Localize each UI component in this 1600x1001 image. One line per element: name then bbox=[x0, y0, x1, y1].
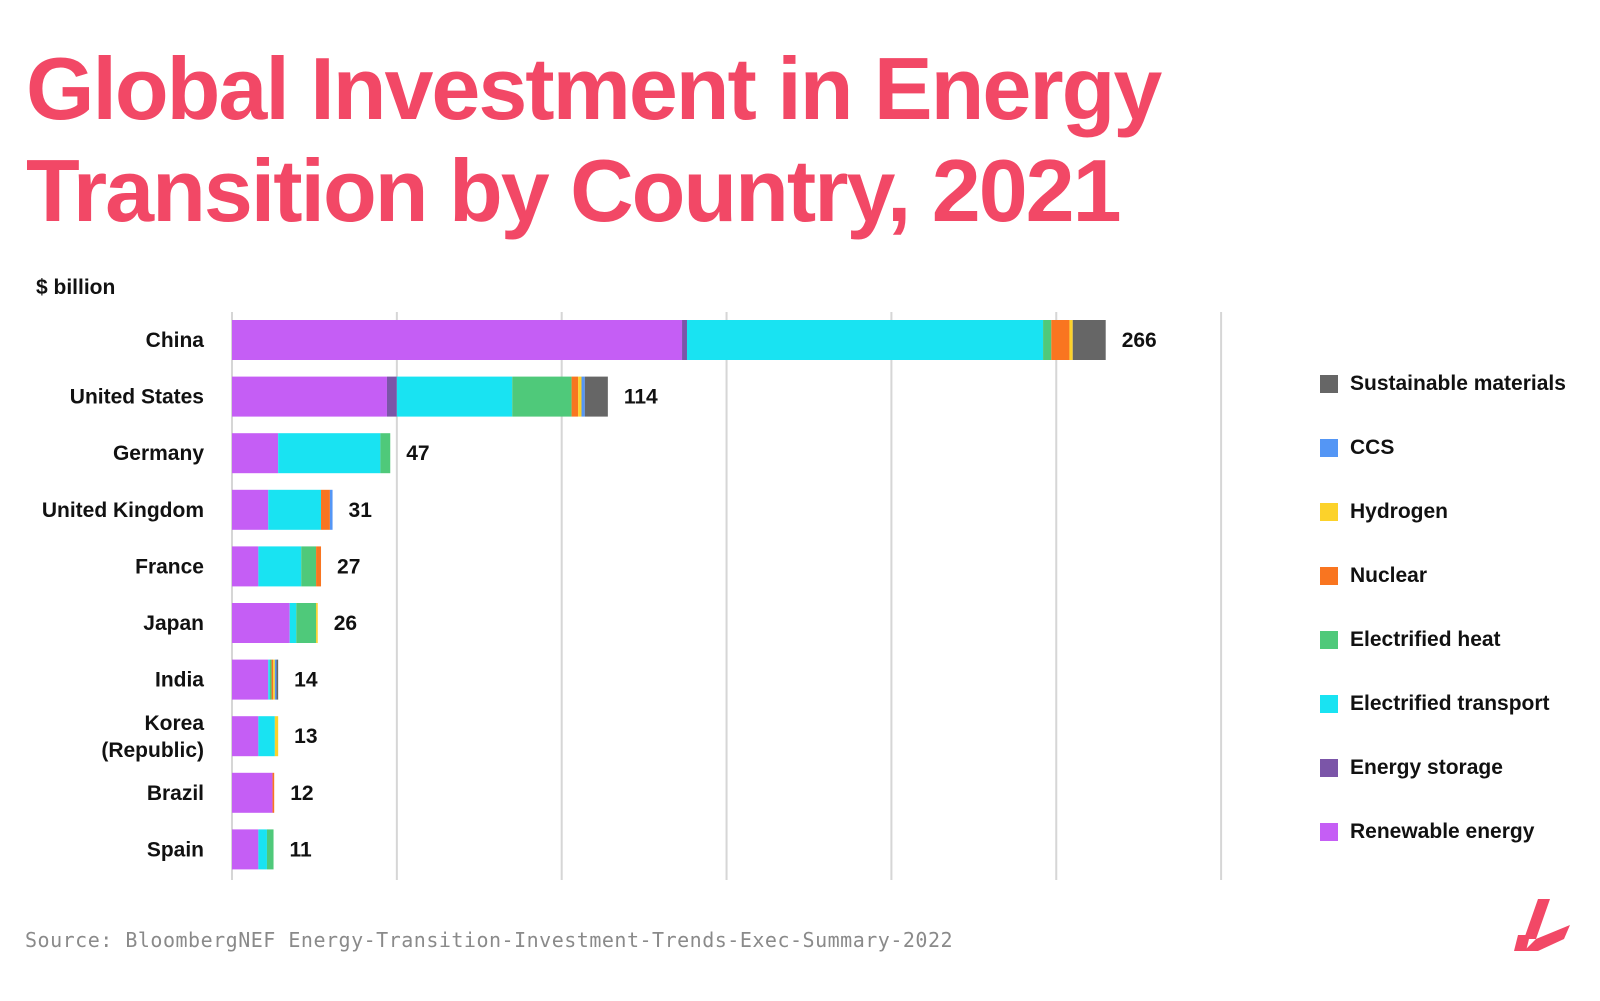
bar-segment bbox=[584, 376, 608, 417]
bar-segment bbox=[274, 659, 277, 700]
legend-item: Electrified transport bbox=[1320, 672, 1595, 736]
bar-segment bbox=[571, 376, 579, 417]
legend: Sustainable materials CCS Hydrogen Nuclear E… bbox=[1320, 352, 1595, 864]
bar-segment bbox=[232, 829, 259, 870]
bars bbox=[232, 320, 1106, 870]
bar-segment bbox=[278, 433, 381, 474]
bar-segment bbox=[380, 433, 391, 474]
bar-segment bbox=[258, 829, 267, 870]
category-label: India bbox=[155, 669, 204, 692]
legend-swatch bbox=[1320, 759, 1338, 777]
bar-segment bbox=[258, 716, 275, 757]
legend-swatch bbox=[1320, 375, 1338, 393]
value-label: 14 bbox=[294, 669, 318, 692]
bar-segment bbox=[316, 546, 322, 587]
category-label: France bbox=[135, 555, 204, 578]
total-value-labels: 266 114 47 31 27 26 14 13 12 11 bbox=[290, 329, 1157, 861]
stacked-bar-chart: China United States Germany United Kingdom F… bbox=[42, 312, 1223, 880]
value-label: 26 bbox=[334, 612, 357, 635]
bar-segment bbox=[296, 603, 317, 643]
bar-segment bbox=[512, 376, 572, 417]
bar-segment bbox=[578, 376, 582, 417]
bar-segment bbox=[232, 716, 259, 757]
bar-segment bbox=[232, 772, 273, 813]
legend-label: Electrified transport bbox=[1350, 692, 1550, 715]
legend-swatch bbox=[1320, 695, 1338, 713]
bar-segment bbox=[396, 376, 513, 417]
bar-segment bbox=[232, 546, 259, 587]
value-label: 12 bbox=[290, 782, 313, 805]
bar-segment bbox=[1069, 320, 1073, 360]
category-label: Brazil bbox=[147, 782, 204, 805]
legend-swatch bbox=[1320, 823, 1338, 841]
category-label: Korea (Republic) bbox=[101, 712, 204, 762]
bar-segment bbox=[316, 603, 318, 643]
legend-item: Nuclear bbox=[1320, 544, 1595, 608]
legend-item: Energy storage bbox=[1320, 736, 1595, 800]
value-label: 11 bbox=[290, 838, 313, 861]
bar-segment bbox=[289, 603, 297, 643]
legend-label: Renewable energy bbox=[1350, 820, 1535, 843]
bar-segment bbox=[273, 659, 275, 700]
bar-segment bbox=[232, 433, 279, 474]
bar-segment bbox=[274, 716, 279, 757]
value-label: 114 bbox=[624, 386, 658, 409]
bar-segment bbox=[1051, 320, 1070, 360]
brand-logo-icon bbox=[1514, 899, 1570, 951]
bar-segment bbox=[232, 320, 683, 360]
legend-label: Hydrogen bbox=[1350, 500, 1449, 523]
legend-item: Sustainable materials bbox=[1320, 352, 1595, 416]
legend-item: Hydrogen bbox=[1320, 480, 1595, 544]
bar-segment bbox=[682, 320, 687, 360]
legend-swatch bbox=[1320, 439, 1338, 457]
bar-segment bbox=[301, 546, 317, 587]
bar-segment bbox=[232, 489, 269, 530]
bar-segment bbox=[271, 659, 274, 700]
value-label: 266 bbox=[1122, 329, 1157, 352]
bar-segment bbox=[232, 603, 290, 643]
bar-segment bbox=[686, 320, 1044, 360]
legend-label: Sustainable materials bbox=[1350, 372, 1566, 395]
value-label: 27 bbox=[337, 555, 360, 578]
bar-segment bbox=[329, 489, 333, 530]
bar-segment bbox=[272, 772, 275, 813]
bar-segment bbox=[276, 659, 279, 700]
source-note: Source: BloombergNEF Energy-Transition-I… bbox=[25, 928, 954, 952]
bar-segment bbox=[321, 489, 330, 530]
value-label: 47 bbox=[406, 442, 429, 465]
bar-segment bbox=[581, 376, 585, 417]
bar-segment bbox=[258, 546, 302, 587]
bar-segment bbox=[268, 659, 270, 700]
legend-item: Electrified heat bbox=[1320, 608, 1595, 672]
legend-swatch bbox=[1320, 631, 1338, 649]
category-label: Japan bbox=[143, 612, 204, 635]
category-label: United States bbox=[70, 386, 204, 409]
bar-segment bbox=[1043, 320, 1052, 360]
legend-label: CCS bbox=[1350, 436, 1395, 459]
category-label: United Kingdom bbox=[42, 499, 204, 522]
bar-segment bbox=[232, 376, 387, 417]
bar-segment bbox=[269, 659, 272, 700]
category-labels: China United States Germany United Kingdom F… bbox=[42, 329, 204, 861]
category-label: Spain bbox=[147, 838, 204, 861]
bar-segment bbox=[386, 376, 397, 417]
value-label: 13 bbox=[294, 725, 317, 748]
value-label: 31 bbox=[349, 499, 373, 522]
bar-segment bbox=[268, 489, 322, 530]
legend-item: CCS bbox=[1320, 416, 1595, 480]
legend-label: Nuclear bbox=[1350, 564, 1428, 587]
y-axis-unit-label: $ billion bbox=[36, 276, 116, 299]
legend-item: Renewable energy bbox=[1320, 800, 1595, 864]
bar-segment bbox=[1072, 320, 1106, 360]
bar-segment bbox=[266, 829, 274, 870]
category-label: Germany bbox=[113, 442, 204, 465]
legend-swatch bbox=[1320, 503, 1338, 521]
category-label: China bbox=[146, 329, 205, 352]
legend-label: Energy storage bbox=[1350, 756, 1503, 779]
legend-label: Electrified heat bbox=[1350, 628, 1501, 651]
chart-title: Global Investment in Energy Transition b… bbox=[26, 39, 1162, 240]
bar-segment bbox=[232, 659, 269, 700]
legend-swatch bbox=[1320, 567, 1338, 585]
